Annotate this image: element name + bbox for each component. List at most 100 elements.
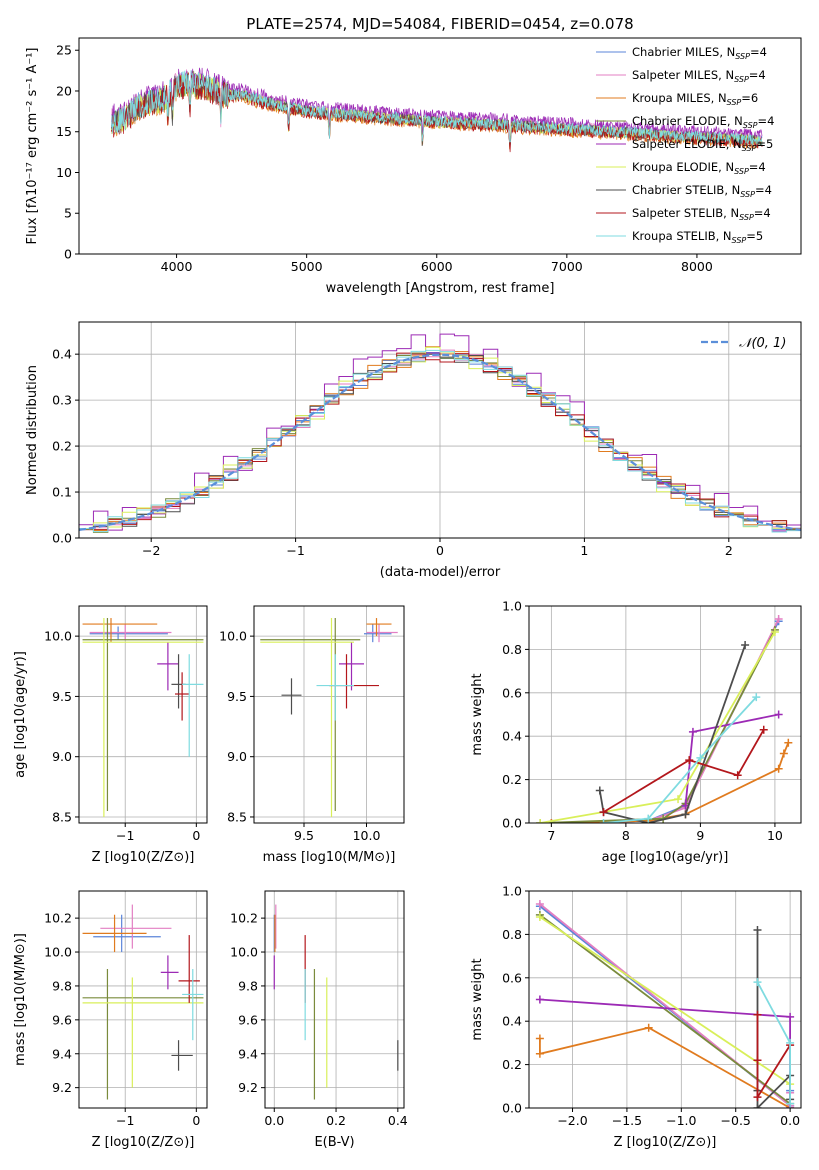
- x-tick-label: 9: [696, 828, 704, 843]
- weight-point: [753, 1104, 762, 1108]
- legend: Chabrier MILES, NSSP=4 Salpeter MILES, NS…: [596, 45, 774, 245]
- x-tick-label: 5000: [291, 259, 323, 274]
- y-tick-label: 10.2: [230, 911, 258, 926]
- y-tick-label: 9.4: [238, 1046, 258, 1061]
- weight-point: [535, 1034, 544, 1043]
- y-tick-label: 9.5: [52, 689, 72, 704]
- weight-point: [774, 615, 783, 624]
- y-tick-label: 0.3: [52, 393, 72, 408]
- x-tick-label: −1: [116, 1113, 134, 1128]
- weight-line: [539, 914, 791, 1105]
- y-tick-label: 0.4: [52, 347, 72, 362]
- weight-line: [539, 1026, 791, 1108]
- y-tick-label: 9.2: [52, 1080, 72, 1095]
- legend-label: Kroupa STELIB, NSSP=5: [632, 229, 763, 245]
- axes-frame: [528, 890, 802, 1109]
- y-tick-label: 9.0: [52, 749, 72, 764]
- x-tick-label: −0.5: [721, 1113, 751, 1128]
- weight-point: [753, 1093, 762, 1102]
- spectrum-line: [111, 70, 763, 147]
- x-tick-label: 6000: [421, 259, 453, 274]
- histogram-series: [79, 346, 801, 531]
- weight-point: [770, 628, 779, 637]
- y-tick-label: 0.6: [502, 970, 522, 985]
- weight-point: [753, 926, 762, 935]
- y-axis-label: mass weight: [470, 958, 485, 1040]
- y-tick-label: 9.4: [52, 1046, 72, 1061]
- panel-age-vs-mass: 9.5 10.0 8.5 9.0 9.5 10.0 mass [log10(M/M⊙)]: [219, 605, 405, 865]
- y-axis-label: Normed distribution: [25, 365, 40, 495]
- y-tick-label: 9.2: [238, 1080, 258, 1095]
- y-tick-label: 10.0: [44, 629, 72, 644]
- weight-line: [603, 696, 757, 823]
- y-tick-label: 0.2: [502, 772, 522, 787]
- panel-mass-vs-ebv: 0.0 0.2 0.4 9.2 9.4 9.6 9.8 10.0 10.2 E(B-V): [230, 890, 408, 1150]
- y-tick-label: 8.5: [52, 809, 72, 824]
- x-tick-label: 0.0: [264, 1113, 284, 1128]
- x-axis-label: age [log10(age/yr)]: [602, 850, 729, 865]
- axes-frame: [253, 605, 405, 824]
- y-tick-label: 10.0: [44, 945, 72, 960]
- plot-area-residuals: [79, 333, 801, 533]
- y-axis-label: Flux [fλ10⁻¹⁷ erg cm⁻² s⁻¹ A⁻¹]: [25, 48, 40, 245]
- weight-line: [539, 916, 791, 1085]
- y-tick-label: 9.8: [52, 978, 72, 993]
- plot-area-weight-vs-age: [536, 615, 793, 823]
- x-tick-label: 2: [725, 543, 733, 558]
- x-axis-label: Z [log10(Z/Z⊙)]: [614, 1135, 717, 1150]
- legend-label: Chabrier STELIB, NSSP=4: [632, 183, 772, 199]
- y-tick-label: 1.0: [502, 884, 522, 899]
- y-tick-label: 0.1: [52, 485, 72, 500]
- y-axis-label: mass [log10(M/M⊙)]: [13, 933, 28, 1066]
- panel-weight-vs-Z: −2.0 −1.5 −1.0 −0.5 0.0 0.0 0.2 0.4 0.6 0.8 1.0 Z […: [470, 884, 802, 1150]
- y-tick-label: 20: [56, 83, 72, 98]
- legend-label: Salpeter STELIB, NSSP=4: [632, 206, 771, 222]
- weight-point: [595, 786, 604, 795]
- weight-point: [786, 1099, 795, 1108]
- weight-point: [733, 771, 742, 780]
- panel-residuals: 𝒩(0, 1) −2 −1 0 1 2 0.0 0.1 0.2 0.3 0.4 (data-model…: [25, 321, 802, 580]
- x-tick-label: 0: [192, 1113, 200, 1128]
- axes-frame: [78, 890, 208, 1109]
- histogram-series: [79, 352, 801, 531]
- y-tick-label: 0.6: [502, 685, 522, 700]
- y-tick-label: 1.0: [502, 599, 522, 614]
- x-axis-label: Z [log10(Z/Z⊙)]: [92, 850, 195, 865]
- plot-area-age-vs-Z: [82, 618, 204, 817]
- weight-line: [603, 729, 765, 813]
- x-tick-label: 8000: [681, 259, 713, 274]
- weight-point: [741, 641, 750, 650]
- y-tick-label: 10.0: [230, 945, 258, 960]
- weight-point: [786, 1012, 795, 1021]
- x-tick-label: 0.2: [326, 1113, 346, 1128]
- weight-line: [756, 1014, 791, 1101]
- y-tick-label: 0.0: [52, 531, 72, 546]
- y-axis-label: mass weight: [470, 673, 485, 755]
- weight-point: [786, 1038, 795, 1047]
- weight-point: [536, 819, 545, 823]
- x-axis-label: wavelength [Angstrom, rest frame]: [326, 281, 555, 296]
- panel-spectrum: Chabrier MILES, NSSP=4 Salpeter MILES, NS…: [25, 37, 802, 296]
- x-tick-label: −2.0: [557, 1113, 587, 1128]
- y-tick-label: 0.2: [502, 1057, 522, 1072]
- histogram-series: [79, 353, 801, 531]
- plot-area-weight-vs-Z: [535, 900, 795, 1108]
- x-tick-label: 7: [547, 828, 555, 843]
- legend-label: Kroupa ELODIE, NSSP=4: [632, 160, 766, 176]
- axes-frame: [78, 37, 802, 255]
- y-tick-label: 8.5: [227, 809, 247, 824]
- legend-label: Chabrier MILES, NSSP=4: [632, 45, 767, 61]
- weight-line: [756, 981, 791, 1104]
- y-tick-label: 0.4: [502, 729, 522, 744]
- weight-point: [753, 1056, 762, 1065]
- weight-point: [599, 808, 608, 817]
- x-axis-label: Z [log10(Z/Z⊙)]: [92, 1135, 195, 1150]
- weight-point: [681, 810, 690, 819]
- axes-frame: [528, 605, 802, 824]
- y-tick-label: 5: [64, 206, 72, 221]
- weight-point: [535, 913, 544, 922]
- weight-point: [535, 1049, 544, 1058]
- y-tick-label: 0: [64, 247, 72, 262]
- weight-point: [688, 727, 697, 736]
- x-tick-label: −1.0: [666, 1113, 696, 1128]
